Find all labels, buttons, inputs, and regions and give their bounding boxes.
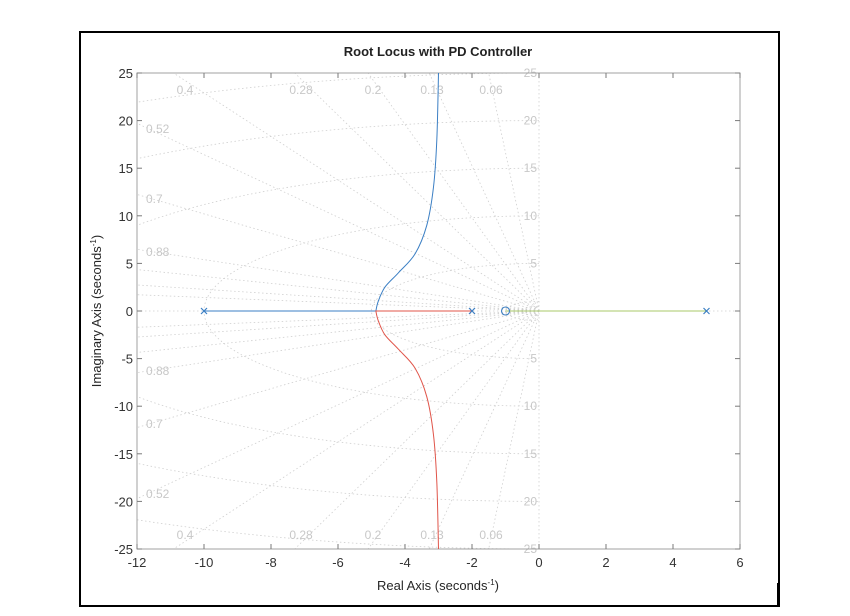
x-tick-label: -6 — [332, 555, 344, 570]
damping-label: 0.28 — [289, 528, 313, 542]
damping-line — [172, 310, 540, 549]
damping-line — [488, 310, 540, 549]
zero-o-icon — [500, 306, 511, 316]
x-tick-label: 0 — [535, 555, 542, 570]
damping-label: 0.7 — [146, 417, 163, 431]
frequency-label: 10 — [524, 209, 538, 223]
pole-x-icon — [468, 307, 476, 315]
frequency-circle — [371, 263, 540, 359]
damping-label: 0.28 — [289, 83, 313, 97]
pole-zero-markers — [200, 306, 710, 316]
damping-label: 0.88 — [146, 245, 170, 259]
y-tick-label: -10 — [114, 399, 133, 414]
y-tick-label: 20 — [119, 114, 133, 129]
y-axis-label: Imaginary Axis (seconds-1) — [89, 235, 104, 387]
damping-line — [488, 73, 540, 312]
damping-line — [137, 310, 540, 428]
damping-line — [137, 310, 540, 328]
frequency-label: 15 — [524, 161, 538, 175]
y-tick-label: 15 — [119, 161, 133, 176]
y-tick-label: 25 — [119, 66, 133, 81]
x-tick-label: -12 — [128, 555, 147, 570]
frequency-label: 15 — [524, 447, 538, 461]
damping-label: 0.7 — [146, 192, 163, 206]
damping-line — [137, 294, 540, 312]
locus-branches — [204, 73, 707, 549]
x-tick-label: -4 — [399, 555, 411, 570]
x-tick-label: 4 — [669, 555, 676, 570]
pole-x-icon — [200, 307, 208, 315]
damping-label: 0.13 — [420, 528, 444, 542]
axis-ticks: -12 -10 -8 -6 -4 -2 0 2 4 6-25-20-15-10-505101520… — [114, 66, 743, 570]
x-tick-label: 2 — [602, 555, 609, 570]
damping-line — [367, 310, 540, 549]
damping-line — [137, 122, 540, 312]
y-tick-label: -25 — [114, 542, 133, 557]
y-tick-label: -20 — [114, 494, 133, 509]
x-tick-label: -10 — [195, 555, 214, 570]
figure-frame — [79, 31, 780, 607]
y-tick-label: 10 — [119, 209, 133, 224]
y-tick-label: 0 — [126, 304, 133, 319]
chart-title: Root Locus with PD Controller — [344, 44, 533, 59]
frequency-circle — [137, 167, 540, 455]
damping-label: 0.2 — [365, 528, 382, 542]
damping-line — [137, 248, 540, 312]
x-axis-label: Real Axis (seconds-1) — [377, 578, 499, 593]
damping-line — [367, 73, 540, 312]
damping-line — [294, 310, 540, 549]
damping-line — [137, 310, 540, 338]
y-tick-label: -15 — [114, 447, 133, 462]
damping-line — [137, 310, 540, 500]
figure-frame-corner — [777, 583, 780, 605]
frequency-label: 5 — [530, 352, 537, 366]
damping-label: 0.52 — [146, 122, 170, 136]
damping-label: 0.88 — [146, 364, 170, 378]
y-tick-label: 5 — [126, 256, 133, 271]
frequency-label: 20 — [524, 114, 538, 128]
damping-label: 0.4 — [177, 528, 194, 542]
damping-label: 0.06 — [479, 528, 503, 542]
x-tick-label: -2 — [466, 555, 478, 570]
damping-label: 0.52 — [146, 487, 170, 501]
frequency-label: 5 — [530, 256, 537, 270]
damping-line — [137, 194, 540, 312]
frequency-label: 20 — [524, 494, 538, 508]
damping-label: 0.06 — [479, 83, 503, 97]
damping-label: 0.13 — [420, 83, 444, 97]
damping-line — [137, 284, 540, 312]
x-tick-label: 6 — [736, 555, 743, 570]
damping-label: 0.2 — [365, 83, 382, 97]
y-tick-label: -5 — [121, 352, 133, 367]
frequency-label: 10 — [524, 399, 538, 413]
x-tick-label: -8 — [265, 555, 277, 570]
sgrid-labels: 0.4 0.4 0.28 0.28 0.2 0.2 0.13 0.13 0.06 0.06 0.52… — [146, 66, 537, 556]
damping-line — [137, 310, 540, 374]
damping-line — [428, 73, 540, 312]
damping-line — [428, 310, 540, 549]
damping-line — [137, 269, 540, 312]
damping-line — [137, 310, 540, 353]
damping-label: 0.4 — [177, 83, 194, 97]
pole-x-icon — [703, 307, 710, 315]
locus-branch-2 — [375, 310, 472, 549]
locus-branch-1 — [204, 73, 439, 312]
